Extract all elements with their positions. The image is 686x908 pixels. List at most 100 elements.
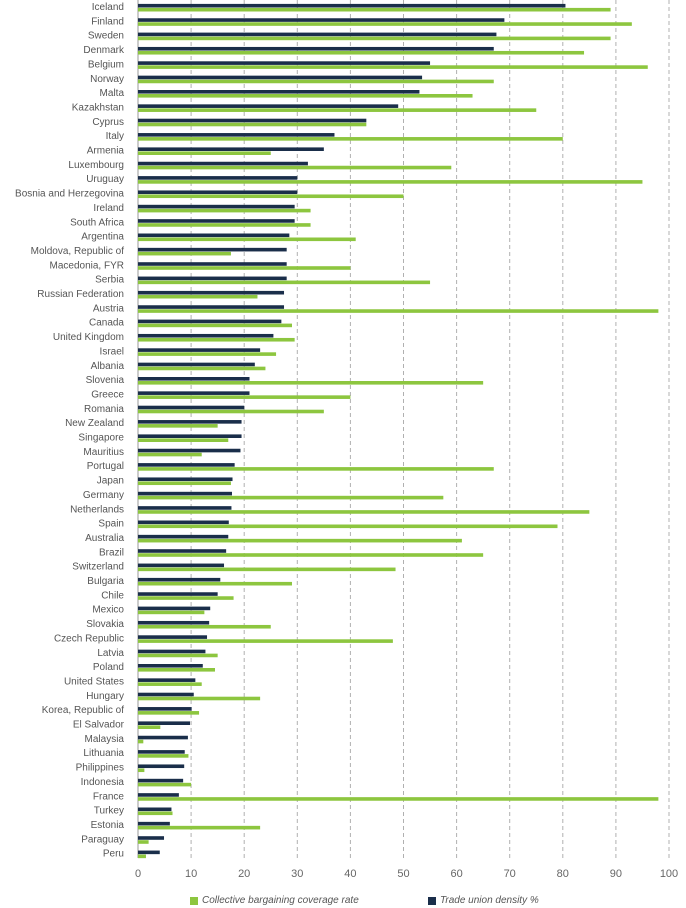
- bar-coverage: [138, 797, 659, 801]
- category-label: Ireland: [93, 203, 124, 214]
- category-label: New Zealand: [65, 418, 124, 429]
- bar-coverage: [138, 825, 261, 830]
- bar-density: [138, 333, 274, 338]
- category-label: Finland: [91, 16, 124, 27]
- category-label: Bosnia and Herzegovina: [15, 189, 124, 200]
- bar-coverage: [138, 739, 144, 744]
- bar-density: [138, 204, 295, 209]
- category-label: Austria: [93, 303, 125, 314]
- bar-density: [138, 664, 203, 668]
- x-tick-label: 0: [135, 868, 141, 880]
- bar-coverage: [138, 208, 311, 213]
- category-label: Russian Federation: [37, 289, 124, 300]
- category-label: Mauritius: [83, 447, 124, 458]
- bar-coverage: [138, 567, 396, 572]
- category-label: Latvia: [97, 648, 124, 659]
- category-label: Italy: [106, 131, 124, 142]
- bar-coverage: [138, 280, 431, 285]
- bar-density: [138, 147, 324, 151]
- category-label: Singapore: [78, 433, 124, 444]
- bar-density: [138, 448, 241, 453]
- category-label: Hungary: [86, 691, 124, 702]
- bar-coverage: [138, 854, 146, 859]
- category-label: El Salvador: [73, 720, 125, 731]
- bar-coverage: [138, 711, 200, 715]
- bar-coverage: [138, 194, 404, 199]
- category-label: Canada: [89, 318, 124, 329]
- bar-coverage: [138, 467, 494, 471]
- bar-coverage: [138, 22, 632, 26]
- bar-coverage: [138, 696, 261, 701]
- bar-coverage: [138, 395, 351, 399]
- bar-coverage: [138, 7, 611, 12]
- bar-density: [138, 18, 505, 22]
- bar-density: [138, 534, 229, 539]
- x-tick-label: 40: [344, 868, 356, 880]
- legend-coverage-swatch: [190, 896, 198, 905]
- category-label: Cyprus: [92, 117, 124, 128]
- category-label: Mexico: [92, 605, 124, 616]
- bar-coverage: [138, 151, 271, 155]
- bar-coverage: [138, 79, 494, 84]
- category-label: United States: [64, 676, 124, 687]
- bar-coverage: [138, 251, 231, 256]
- bar-density: [138, 46, 494, 51]
- category-label: Spain: [98, 519, 124, 530]
- category-label: Korea, Republic of: [42, 705, 124, 716]
- category-label: Netherlands: [70, 504, 124, 515]
- bar-coverage: [138, 137, 563, 141]
- bar-density: [138, 348, 261, 352]
- x-tick-label: 50: [397, 868, 409, 880]
- bar-coverage: [138, 725, 161, 729]
- bar-coverage: [138, 754, 189, 758]
- bar-density: [138, 592, 218, 596]
- bar-coverage: [138, 165, 452, 170]
- bar-coverage: [138, 495, 444, 500]
- bar-density: [138, 161, 308, 166]
- category-label: Brazil: [99, 547, 124, 558]
- bar-density: [138, 247, 287, 252]
- bar-density: [138, 635, 208, 639]
- bar-coverage: [138, 122, 367, 127]
- category-label: Peru: [103, 849, 124, 860]
- bar-density: [138, 75, 423, 80]
- bar-density: [138, 491, 232, 496]
- bar-density: [138, 190, 298, 195]
- bar-density: [138, 520, 229, 525]
- x-tick-label: 60: [450, 868, 462, 880]
- bar-coverage: [138, 223, 311, 227]
- bar-coverage: [138, 50, 585, 55]
- bar-coverage: [138, 639, 393, 643]
- category-label: Malaysia: [85, 734, 125, 745]
- bar-density: [138, 233, 290, 238]
- bar-density: [138, 262, 287, 266]
- x-tick-label: 80: [557, 868, 569, 880]
- bar-coverage: [138, 180, 643, 184]
- category-label: Greece: [91, 389, 124, 400]
- category-label: Czech Republic: [54, 633, 124, 644]
- bar-density: [138, 793, 179, 797]
- legend-density-label: Trade union density %: [440, 895, 539, 906]
- category-label: Bulgaria: [87, 576, 124, 587]
- category-label: Argentina: [81, 232, 124, 243]
- bar-density: [138, 362, 255, 367]
- bar-density: [138, 620, 210, 625]
- bar-density: [138, 219, 295, 223]
- bar-coverage: [138, 65, 648, 69]
- category-label: Lithuania: [83, 748, 124, 759]
- legend-density-swatch: [428, 896, 436, 905]
- bar-density: [138, 606, 211, 611]
- bar-density: [138, 678, 196, 682]
- bar-density: [138, 32, 497, 37]
- bar-density: [138, 176, 298, 180]
- bar-coverage: [138, 668, 215, 672]
- category-label: South Africa: [70, 217, 124, 228]
- bar-coverage: [138, 323, 292, 328]
- bar-coverage: [138, 538, 462, 543]
- bar-density: [138, 305, 285, 309]
- bar-coverage: [138, 510, 590, 514]
- bar-density: [138, 391, 250, 395]
- category-label: Sweden: [88, 31, 124, 42]
- bar-density: [138, 377, 250, 381]
- category-label: Uruguay: [86, 174, 124, 185]
